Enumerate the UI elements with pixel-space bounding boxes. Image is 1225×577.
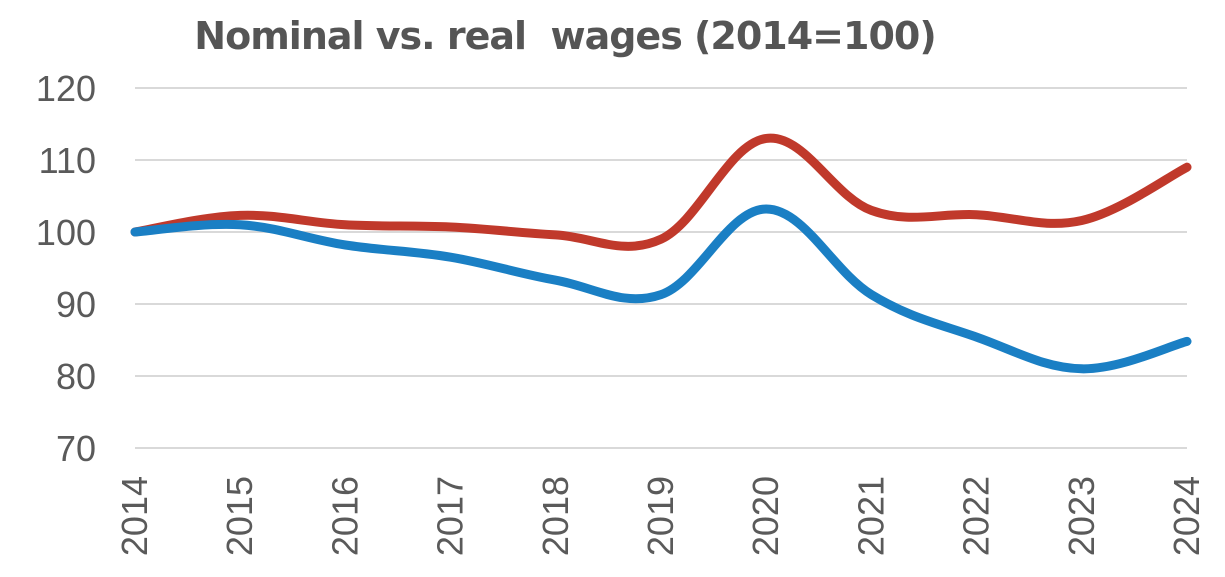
x-axis-tick-labels: 2014 2015 2016 2017 2018 2019 2020 2021 2022 2023… [114, 476, 1207, 556]
y-tick-label: 120 [36, 68, 96, 109]
x-tick-label: 2020 [745, 476, 786, 556]
y-tick-label: 100 [36, 212, 96, 253]
y-axis-tick-labels: 70 80 90 100 110 120 [36, 68, 96, 469]
series-line-1 [130, 133, 1192, 251]
y-tick-label: 90 [56, 284, 96, 325]
x-tick-label: 2024 [1166, 476, 1207, 556]
x-tick-label: 2022 [956, 476, 997, 556]
gridlines [135, 87, 1187, 449]
x-tick-label: 2014 [114, 476, 155, 556]
x-tick-label: 2019 [640, 476, 681, 556]
y-tick-label: 110 [39, 140, 96, 181]
x-tick-label: 2018 [535, 476, 576, 556]
y-tick-label: 70 [56, 428, 96, 469]
chart-title: Nominal vs. real wages (2014=100) [194, 14, 936, 58]
series-lines [130, 133, 1192, 374]
x-tick-label: 2023 [1061, 476, 1102, 556]
x-tick-label: 2017 [430, 476, 471, 556]
x-tick-label: 2021 [850, 476, 891, 556]
y-tick-label: 80 [56, 356, 96, 397]
x-tick-label: 2016 [324, 476, 365, 556]
series-line-2 [130, 204, 1192, 374]
x-tick-label: 2015 [219, 476, 260, 556]
